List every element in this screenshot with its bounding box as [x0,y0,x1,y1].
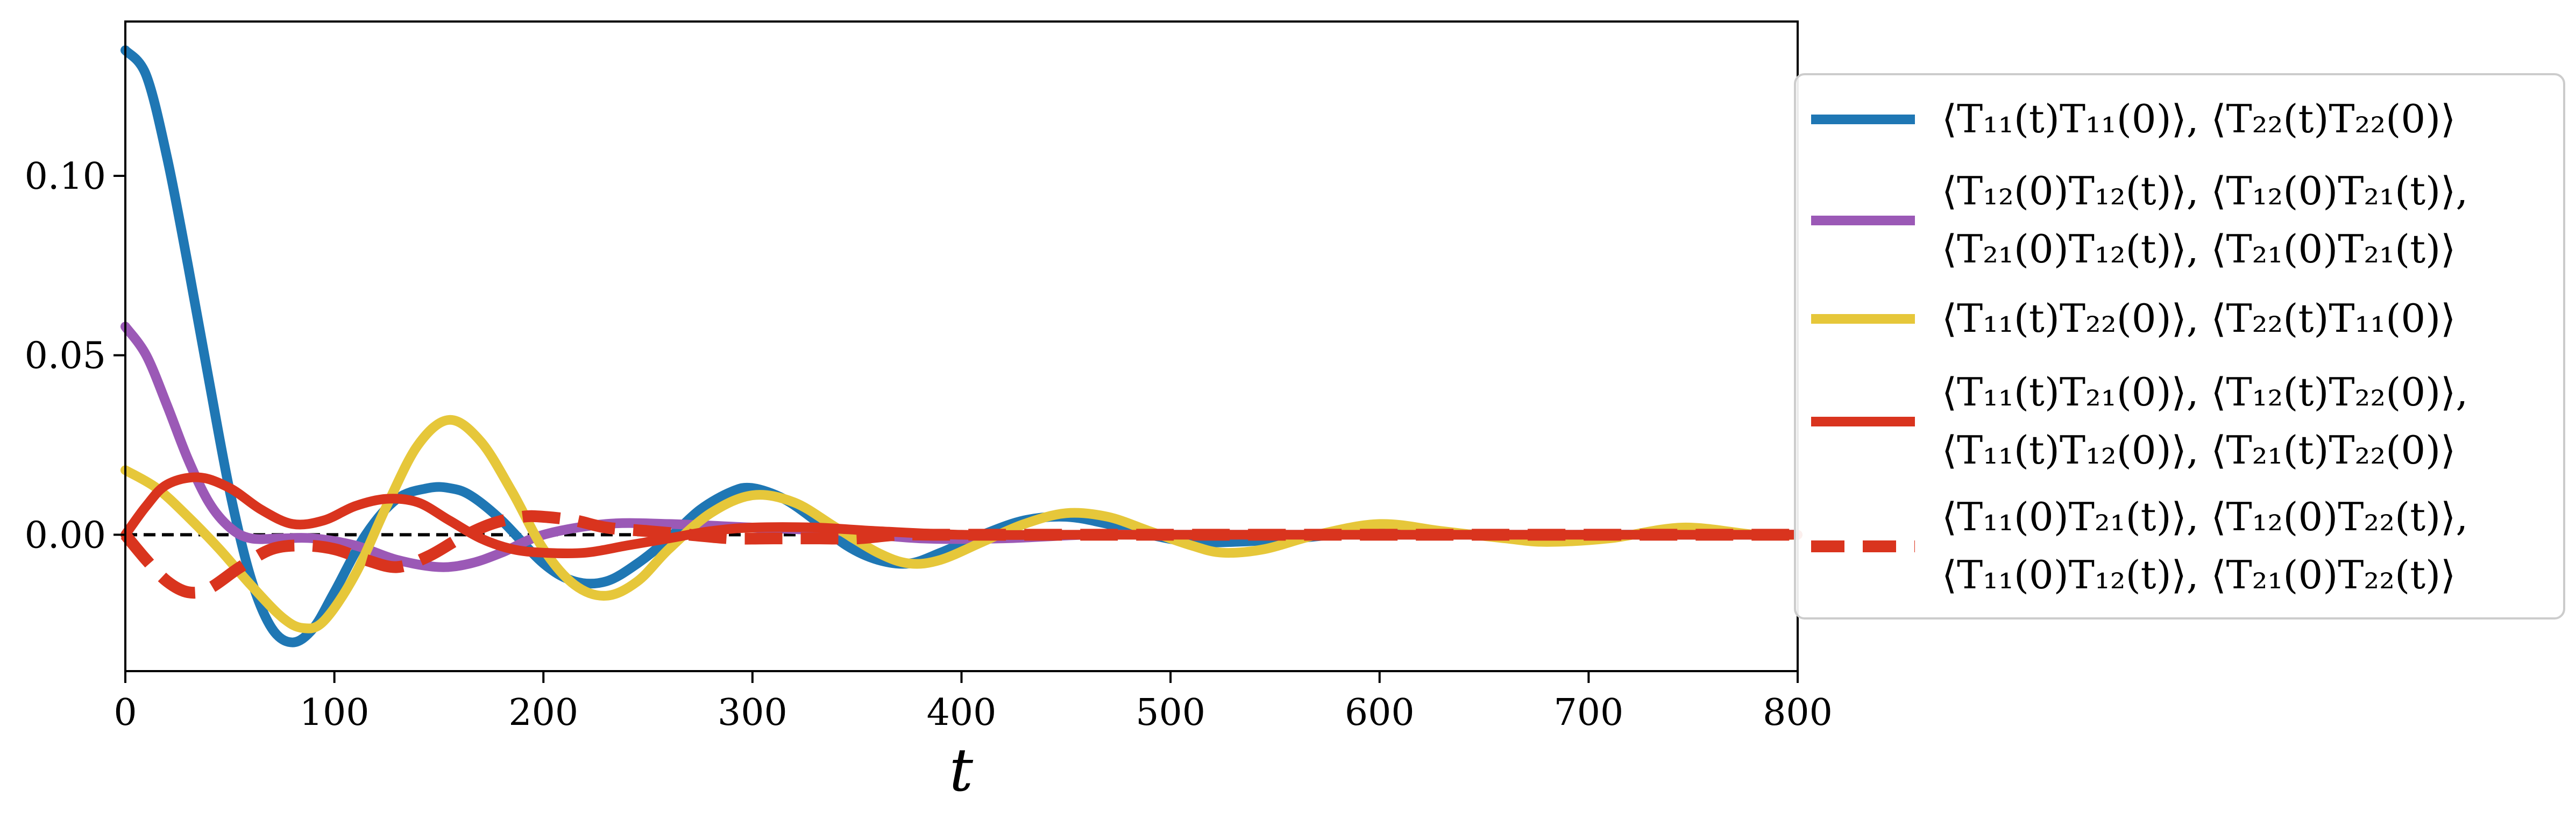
legend-label-4: ⟨T₁₁(t)T₁₂(0)⟩, ⟨T₂₁(t)T₂₂(0)⟩ [1942,428,2456,473]
x-tick-label: 800 [1763,692,1833,734]
y-ticks: 0.00 0.05 0.10 [25,155,125,557]
legend-box [1794,73,2565,620]
plot-frame [124,20,1799,672]
series-layer [120,45,1803,647]
legend-label-1: ⟨T₁₁(t)T₁₁(0)⟩, ⟨T₂₂(t)T₂₂(0)⟩ [1942,96,2456,141]
y-tick-label: 0.10 [25,155,106,198]
series-line-4 [120,472,1803,559]
x-tick-label: 0 [113,692,137,734]
x-tick-label: 600 [1345,692,1415,734]
x-tick-label: 200 [508,692,578,734]
series-line-3 [120,415,1803,633]
x-axis-title: t [949,736,974,804]
legend-entries: ⟨T₁₁(t)T₁₁(0)⟩, ⟨T₂₂(t)T₂₂(0)⟩ ⟨T₁₂(0)T₁₂… [1811,96,2468,597]
x-tick-label: 300 [718,692,787,734]
x-tick-label: 700 [1553,692,1623,734]
y-tick-label: 0.05 [25,335,106,378]
series-line-5 [120,510,1798,599]
series-line-1 [120,45,1803,647]
x-tick-label: 100 [300,692,370,734]
legend-label-3: ⟨T₁₁(t)T₂₂(0)⟩, ⟨T₂₂(t)T₁₁(0)⟩ [1942,296,2456,341]
x-ticks: 0 100 200 300 400 500 600 700 800 [113,671,1833,734]
legend: ⟨T₁₁(t)T₁₁(0)⟩, ⟨T₂₂(t)T₂₂(0)⟩ ⟨T₁₂(0)T₁₂… [1794,73,2565,620]
legend-label-5: ⟨T₁₁(0)T₁₂(t)⟩, ⟨T₂₁(0)T₂₂(t)⟩ [1942,552,2456,597]
legend-label-2: ⟨T₂₁(0)T₁₂(t)⟩, ⟨T₂₁(0)T₂₁(t)⟩ [1942,226,2456,272]
x-tick-label: 500 [1136,692,1205,734]
x-tick-label: 400 [927,692,997,734]
legend-label-4: ⟨T₁₁(t)T₂₁(0)⟩, ⟨T₁₂(t)T₂₂(0)⟩, [1942,369,2468,415]
legend-label-2: ⟨T₁₂(0)T₁₂(t)⟩, ⟨T₁₂(0)T₂₁(t)⟩, [1942,168,2468,213]
y-tick-label: 0.00 [25,514,106,557]
legend-label-5: ⟨T₁₁(0)T₂₁(t)⟩, ⟨T₁₂(0)T₂₂(t)⟩, [1942,494,2468,539]
